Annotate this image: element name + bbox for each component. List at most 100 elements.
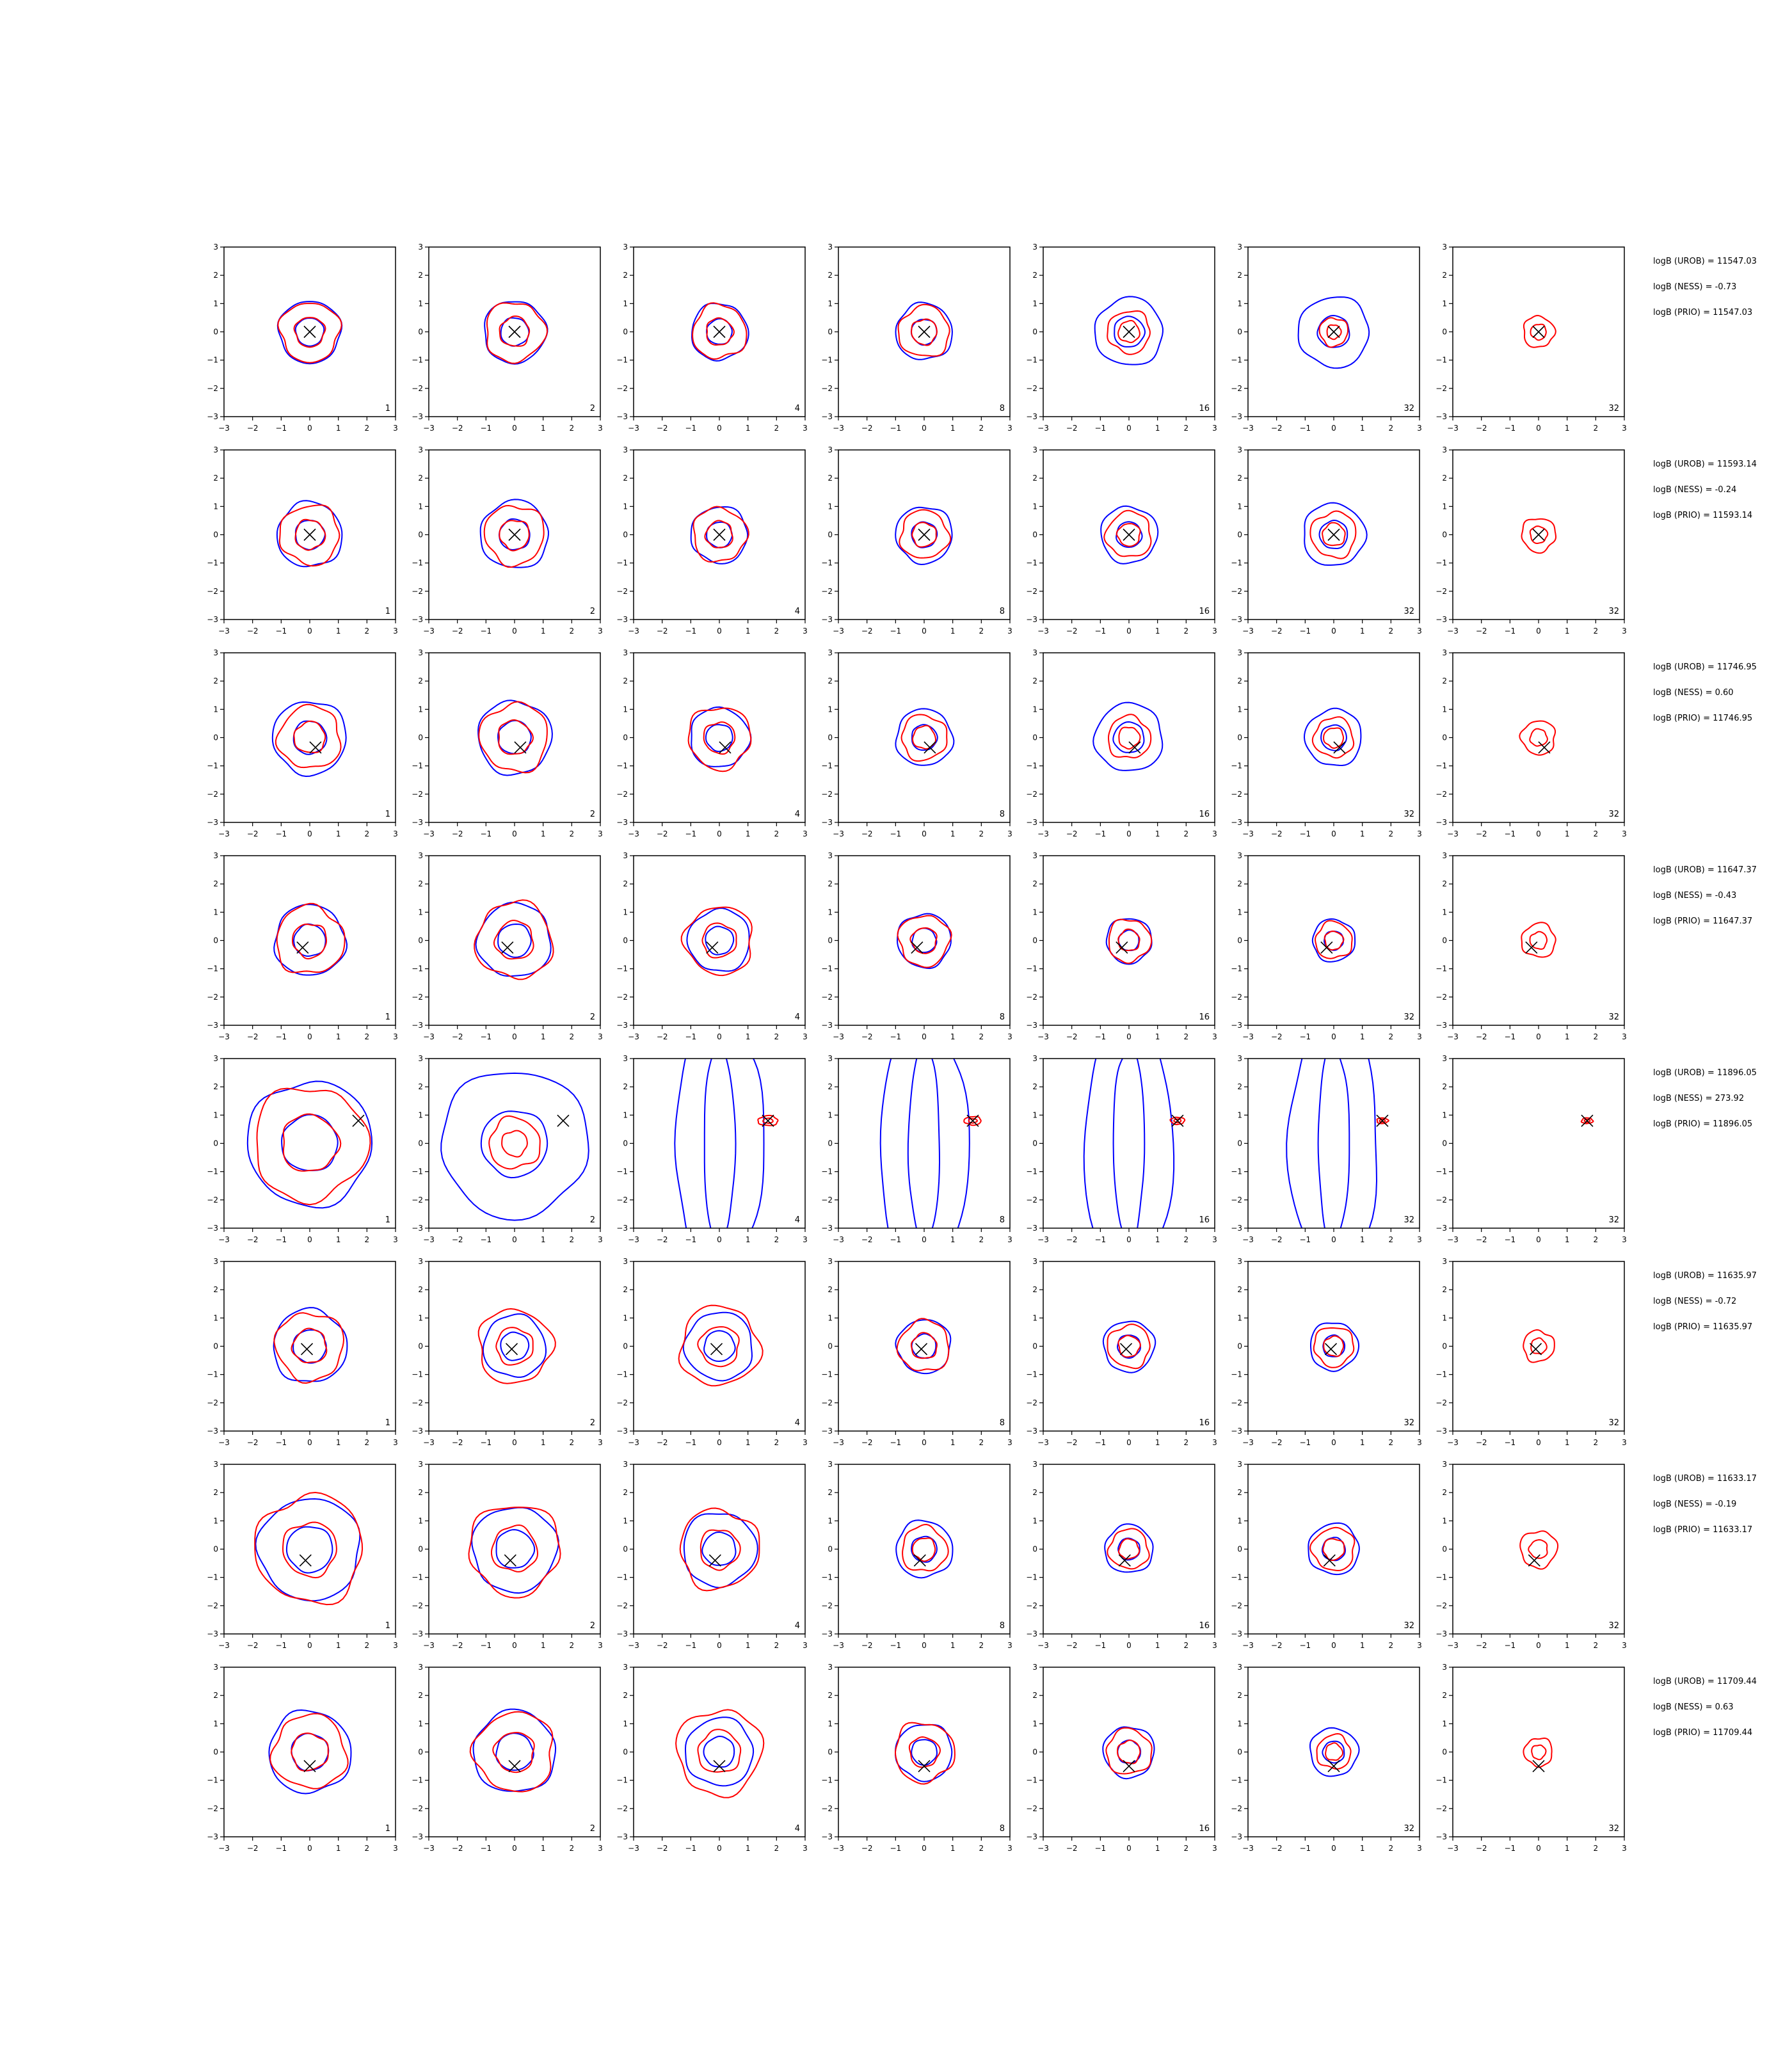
y-tick-label: 1: [1442, 1719, 1447, 1728]
contour-inner-red: [701, 922, 737, 959]
reference-marker: [1532, 1760, 1545, 1773]
x-tick-label: 1: [1155, 1641, 1160, 1650]
x-tick-label: 3: [1417, 424, 1422, 433]
contour-outer-blue: [895, 1519, 954, 1579]
x-tick-label: −1: [275, 829, 287, 838]
y-tick-label: −2: [821, 587, 833, 596]
reference-marker: [1171, 1114, 1184, 1127]
x-tick-label: 2: [979, 424, 984, 433]
x-tick-label: −1: [275, 424, 287, 433]
x-tick-label: 2: [365, 1032, 370, 1041]
reference-marker: [1323, 1554, 1336, 1567]
stat-line: logB (UROB) = 11746.95: [1653, 662, 1757, 672]
axes-frame: [428, 1058, 601, 1229]
contour-inner-red: [1118, 1538, 1140, 1560]
y-tick-label: −2: [207, 384, 218, 393]
y-tick-label: −3: [207, 1021, 218, 1030]
x-tick-label: 0: [1126, 1844, 1132, 1853]
y-tick-label: −2: [616, 587, 628, 596]
x-tick-label: −2: [247, 829, 259, 838]
x-tick-label: 0: [1331, 829, 1336, 838]
plot-area: [1092, 701, 1164, 771]
x-tick-label: 1: [336, 1032, 341, 1041]
x-tick-label: −2: [1066, 424, 1078, 433]
x-tick-label: 1: [1360, 1032, 1365, 1041]
panel-label: 1: [385, 1215, 390, 1225]
x-tick-label: −1: [1299, 1235, 1311, 1244]
reference-marker: [1327, 1760, 1340, 1773]
y-tick-label: −3: [1026, 412, 1037, 421]
plot-area: [1083, 1059, 1186, 1228]
contour-inner-blue: [911, 927, 938, 954]
x-tick-label: 3: [1007, 424, 1012, 433]
y-tick-label: −1: [1231, 762, 1242, 771]
x-tick-label: −3: [1242, 1235, 1254, 1244]
x-tick-label: 0: [1126, 627, 1132, 636]
y-tick-label: 2: [1237, 474, 1242, 483]
y-tick-label: 2: [828, 1285, 833, 1294]
x-tick-label: −1: [685, 424, 696, 433]
contour-outer-blue: [255, 1498, 361, 1602]
x-tick-label: 3: [1212, 1235, 1217, 1244]
y-tick-label: 0: [418, 1139, 423, 1148]
contour-outer-blue: [674, 1059, 765, 1228]
x-tick-label: 3: [598, 1235, 603, 1244]
y-tick-label: 1: [828, 1719, 833, 1728]
y-tick-label: 2: [1442, 1691, 1447, 1700]
contour-inner-red: [1531, 1744, 1547, 1761]
x-tick-label: 0: [1331, 1844, 1336, 1853]
x-tick-label: 3: [1007, 829, 1012, 838]
x-tick-label: −1: [1299, 627, 1311, 636]
y-tick-label: −1: [1436, 559, 1447, 568]
y-tick-label: −3: [1436, 615, 1447, 624]
y-tick-label: −3: [821, 1629, 833, 1638]
x-tick-label: 1: [1155, 1032, 1160, 1041]
contour-inner-red: [293, 720, 326, 753]
x-tick-label: −2: [1271, 424, 1283, 433]
panel-label: 32: [1608, 1824, 1619, 1834]
x-tick-label: −2: [1066, 1438, 1078, 1447]
y-tick-label: 3: [623, 243, 628, 252]
y-tick-label: −1: [207, 559, 218, 568]
y-tick-label: 0: [1237, 733, 1242, 742]
panel-r5-c1: −3 −2 −1 0 1 2 3 3 2 1 0 −1 −2 −3 1: [207, 1054, 398, 1244]
y-tick-label: 2: [418, 1285, 423, 1294]
contour-outer-blue: [273, 904, 348, 976]
panel-label: 4: [795, 404, 800, 413]
y-tick-label: −2: [821, 790, 833, 799]
contour-outer-red: [278, 504, 340, 567]
x-tick-label: 2: [979, 1438, 984, 1447]
panel-label: 2: [590, 1215, 595, 1225]
x-tick-label: −1: [480, 1641, 492, 1650]
y-tick-label: 0: [1032, 1545, 1037, 1554]
reference-marker: [505, 1343, 518, 1356]
x-tick-label: 3: [393, 829, 398, 838]
plot-area: [679, 1507, 760, 1592]
y-tick-label: −2: [1231, 1398, 1242, 1407]
y-tick-label: −3: [207, 412, 218, 421]
y-tick-label: 2: [623, 1082, 628, 1091]
x-tick-label: 0: [512, 627, 517, 636]
x-tick-label: 2: [979, 1844, 984, 1853]
x-tick-label: 1: [1155, 1438, 1160, 1447]
y-tick-label: 3: [1442, 243, 1447, 252]
contour-inner-red: [700, 1529, 741, 1571]
stat-line: logB (NESS) = -0.24: [1653, 485, 1736, 495]
reference-marker: [924, 741, 936, 754]
x-tick-label: −2: [1271, 1032, 1283, 1041]
plot-area: [273, 902, 348, 976]
panel-label: 4: [795, 1418, 800, 1428]
contour-outer-red: [469, 1711, 554, 1793]
panel-label: 32: [1404, 607, 1414, 616]
reference-marker: [1119, 1343, 1133, 1356]
y-tick-label: −3: [207, 818, 218, 827]
y-tick-label: 3: [213, 1257, 218, 1266]
y-tick-label: 0: [623, 1342, 628, 1351]
y-tick-label: 3: [418, 1663, 423, 1672]
reference-marker: [719, 741, 732, 754]
y-tick-label: 0: [1237, 328, 1242, 337]
